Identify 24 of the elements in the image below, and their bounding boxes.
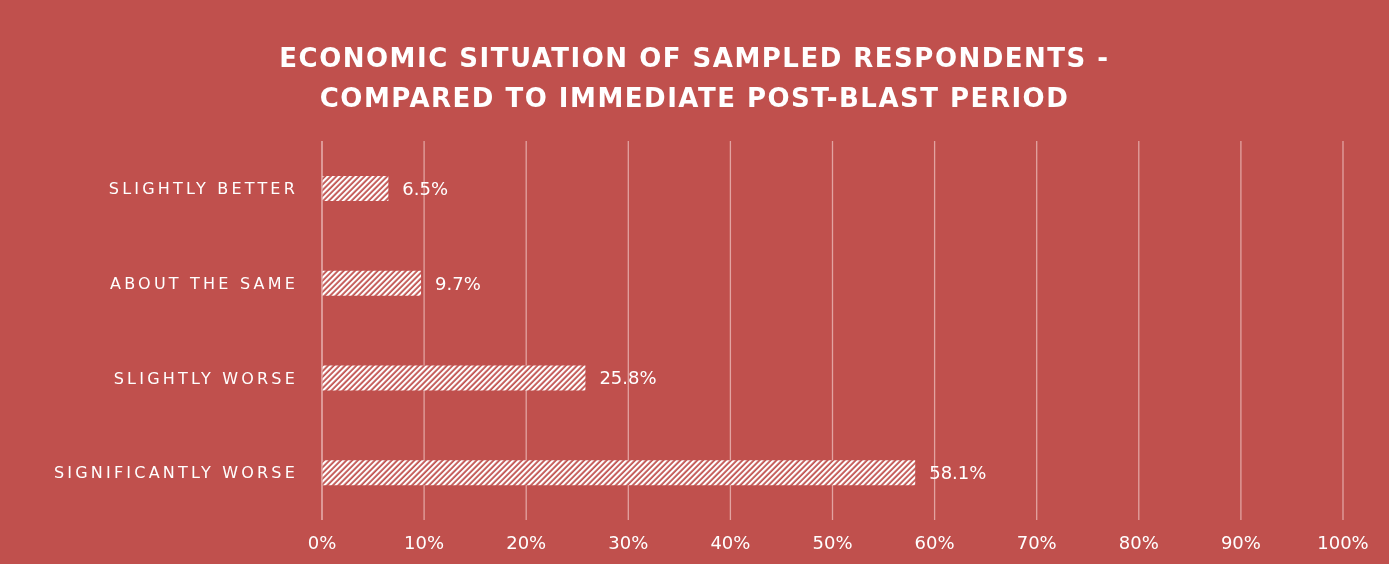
bar <box>322 460 916 486</box>
y-tick-label: SLIGHTLY BETTER <box>108 179 298 199</box>
bar <box>322 270 422 296</box>
x-tick-label: 100% <box>1317 531 1369 553</box>
data-label: 6.5% <box>402 177 449 199</box>
x-tick-label: 0% <box>307 531 337 553</box>
x-tick-label: 60% <box>914 531 955 553</box>
chart-title: ECONOMIC SITUATION OF SAMPLED RESPONDENTS - COMPARED TO IMMEDIATE POST-BLAST PERIOD <box>278 41 1111 115</box>
y-tick-label: SIGNIFICANTLY WORSE <box>54 463 298 483</box>
x-tick-label: 20% <box>506 531 547 553</box>
x-tick-label: 40% <box>710 531 751 553</box>
x-tick-label: 70% <box>1016 531 1057 553</box>
x-tick-label: 90% <box>1220 531 1261 553</box>
data-label: 9.7% <box>435 272 481 294</box>
x-tick-label: 50% <box>812 531 853 553</box>
bar <box>322 365 586 391</box>
data-label: 58.1% <box>929 462 987 484</box>
x-tick-label: 10% <box>404 531 445 553</box>
data-label: 25.8% <box>599 367 657 389</box>
bar <box>322 176 389 201</box>
y-tick-label: SLIGHTLY WORSE <box>113 368 298 388</box>
x-tick-label: 80% <box>1118 531 1159 553</box>
y-tick-label: ABOUT THE SAME <box>110 273 298 293</box>
x-tick-label: 30% <box>608 531 649 553</box>
